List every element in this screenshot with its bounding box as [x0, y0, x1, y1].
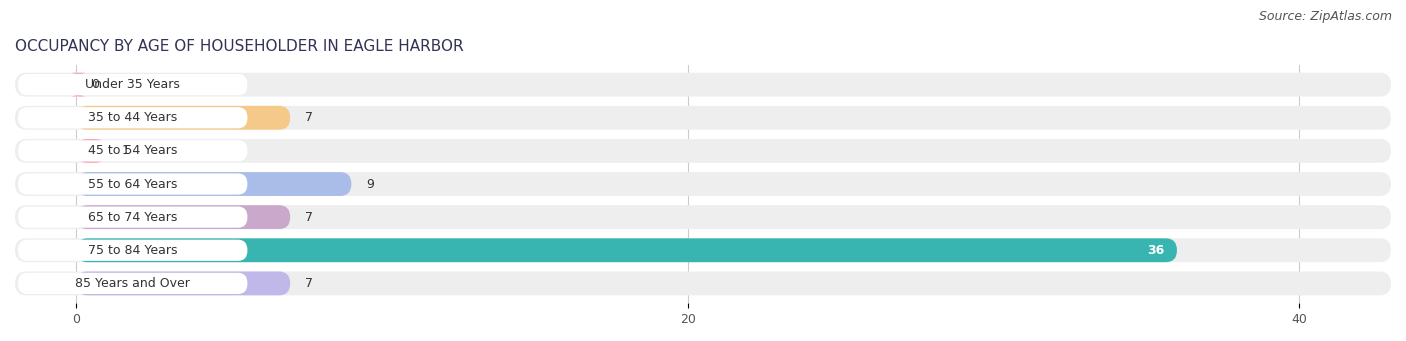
Text: 85 Years and Over: 85 Years and Over	[76, 277, 190, 290]
FancyBboxPatch shape	[18, 240, 247, 261]
FancyBboxPatch shape	[18, 273, 247, 294]
Text: 7: 7	[305, 111, 314, 124]
Text: 45 to 54 Years: 45 to 54 Years	[89, 144, 177, 158]
Text: Under 35 Years: Under 35 Years	[86, 78, 180, 91]
FancyBboxPatch shape	[15, 205, 1391, 229]
Text: 35 to 44 Years: 35 to 44 Years	[89, 111, 177, 124]
Text: 0: 0	[91, 78, 100, 91]
FancyBboxPatch shape	[18, 74, 247, 95]
FancyBboxPatch shape	[70, 73, 87, 97]
FancyBboxPatch shape	[18, 107, 247, 128]
FancyBboxPatch shape	[15, 106, 1391, 130]
FancyBboxPatch shape	[15, 73, 1391, 97]
FancyBboxPatch shape	[76, 172, 352, 196]
FancyBboxPatch shape	[76, 205, 290, 229]
Text: 1: 1	[122, 144, 129, 158]
Text: 65 to 74 Years: 65 to 74 Years	[89, 211, 177, 224]
Text: 36: 36	[1147, 244, 1164, 257]
Text: 55 to 64 Years: 55 to 64 Years	[89, 178, 177, 191]
FancyBboxPatch shape	[76, 271, 290, 295]
FancyBboxPatch shape	[15, 172, 1391, 196]
FancyBboxPatch shape	[76, 106, 290, 130]
FancyBboxPatch shape	[18, 207, 247, 228]
FancyBboxPatch shape	[15, 271, 1391, 295]
FancyBboxPatch shape	[76, 238, 1177, 262]
Text: 9: 9	[367, 178, 374, 191]
FancyBboxPatch shape	[18, 140, 247, 162]
Text: 7: 7	[305, 277, 314, 290]
Text: 75 to 84 Years: 75 to 84 Years	[89, 244, 177, 257]
Text: Source: ZipAtlas.com: Source: ZipAtlas.com	[1258, 10, 1392, 23]
FancyBboxPatch shape	[15, 139, 1391, 163]
FancyBboxPatch shape	[76, 139, 107, 163]
Text: 7: 7	[305, 211, 314, 224]
FancyBboxPatch shape	[18, 174, 247, 195]
Text: OCCUPANCY BY AGE OF HOUSEHOLDER IN EAGLE HARBOR: OCCUPANCY BY AGE OF HOUSEHOLDER IN EAGLE…	[15, 39, 464, 54]
FancyBboxPatch shape	[15, 238, 1391, 262]
